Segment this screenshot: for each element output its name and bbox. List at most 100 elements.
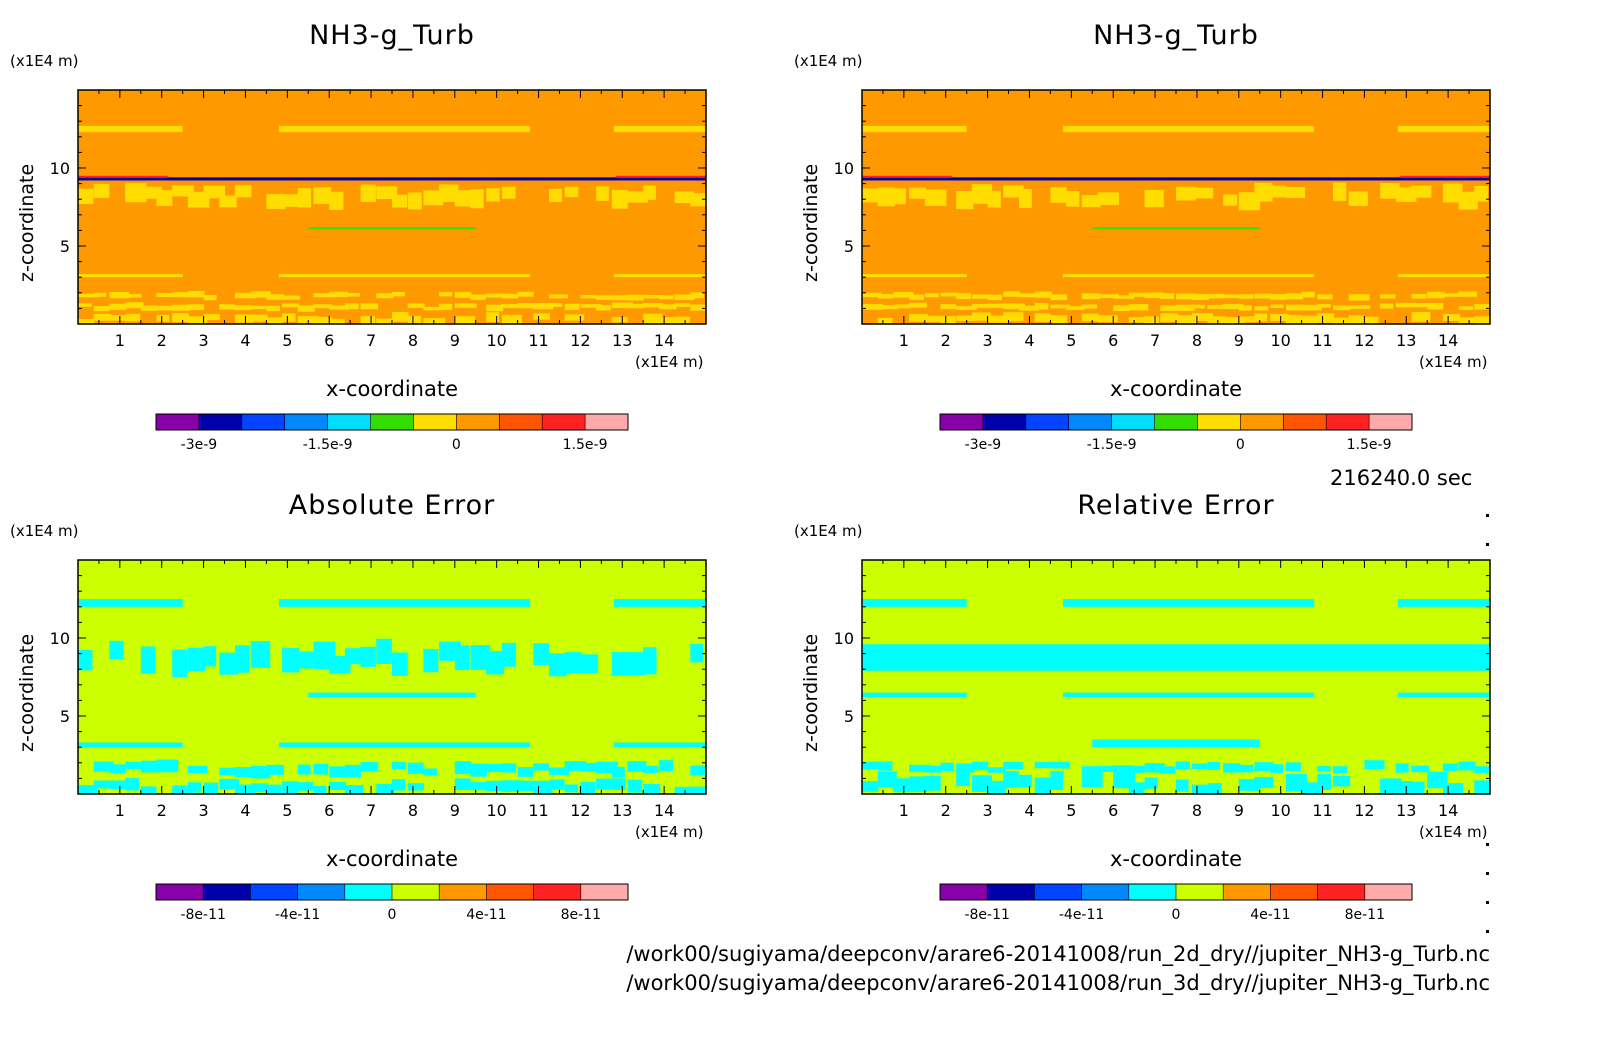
contour-band (1238, 294, 1254, 299)
contour-band (109, 303, 127, 310)
y-tick-label: 10 (834, 629, 854, 648)
contour-band (454, 292, 472, 298)
contour-band (1364, 760, 1385, 770)
contour-band (1270, 185, 1287, 198)
colorbar-swatch (987, 884, 1035, 900)
contour-band (1254, 293, 1273, 299)
colorbar-swatch (940, 884, 988, 900)
contour-band (1474, 780, 1490, 794)
x-tick-label: 14 (654, 331, 674, 350)
contour-band (109, 291, 130, 299)
contour-band (454, 778, 471, 790)
x-tick-label: 9 (1234, 331, 1244, 350)
x-tick-label: 8 (1192, 331, 1202, 350)
contour-band (1097, 315, 1118, 323)
colorbar-swatch (156, 884, 204, 900)
contour-band (1317, 773, 1332, 790)
contour-band (893, 778, 910, 793)
y-tick-label: 5 (844, 237, 854, 256)
contour-band (297, 782, 314, 791)
colorbar-tick-label: 4e-11 (466, 907, 506, 923)
contour-band (1113, 765, 1134, 774)
contour-band (1411, 311, 1431, 322)
contour-band (313, 304, 332, 309)
contour-band (172, 292, 191, 298)
contour-band (1019, 305, 1039, 311)
contour-band (278, 742, 531, 748)
contour-band (1176, 304, 1195, 311)
contour-band (611, 652, 630, 676)
contour-band (613, 125, 706, 133)
contour-band (1238, 305, 1252, 311)
contour-band (78, 293, 99, 298)
contour-band (611, 189, 628, 209)
contour-band (1317, 294, 1333, 300)
contour-band (1270, 764, 1284, 773)
contour-band (1191, 763, 1208, 770)
contour-band (423, 648, 439, 673)
contour-band (1128, 317, 1147, 323)
contour-band (109, 640, 124, 660)
contour-band (360, 762, 379, 772)
x-axis-label: x-coordinate (1109, 847, 1242, 871)
colorbar-swatch (1317, 884, 1366, 900)
contour-band (1050, 294, 1068, 301)
contour-band (501, 314, 522, 324)
contour-band (407, 315, 421, 324)
colorbar-swatch (1068, 414, 1113, 430)
contour-band (187, 647, 206, 672)
contour-band (329, 191, 344, 210)
x-tick-label: 13 (1396, 801, 1416, 820)
contour-band (486, 780, 508, 792)
x-tick-label: 12 (570, 801, 590, 820)
contour-band (235, 314, 254, 323)
contour-band (1050, 304, 1070, 309)
contour-band (78, 274, 183, 278)
contour-band (564, 303, 580, 311)
field-background (862, 560, 1490, 794)
contour-band (501, 642, 517, 667)
chart-title: Relative Error (1077, 490, 1275, 521)
x-tick-label: 14 (654, 801, 674, 820)
contour-band (549, 294, 568, 299)
contour-band (392, 652, 408, 676)
contour-band (940, 292, 958, 297)
contour-band (219, 652, 238, 675)
x-tick-label: 6 (324, 801, 334, 820)
contour-band (93, 183, 110, 198)
contour-band (658, 304, 677, 310)
contour-band (1380, 303, 1394, 309)
contour-band (643, 765, 659, 774)
x-tick-label: 11 (1312, 801, 1332, 820)
contour-band (1207, 293, 1225, 299)
contour-band (1176, 761, 1190, 770)
contour-band (1207, 783, 1222, 794)
x-tick-label: 5 (282, 801, 292, 820)
contour-band (308, 692, 476, 698)
contour-band (344, 292, 361, 297)
contour-band (1003, 771, 1019, 788)
contour-band (1160, 293, 1175, 299)
contour-band (266, 305, 280, 312)
x-tick-label: 5 (1066, 331, 1076, 350)
contour-band (1397, 599, 1490, 607)
contour-band (501, 293, 519, 299)
contour-band (219, 767, 241, 776)
contour-band (407, 762, 424, 774)
contour-band (909, 313, 928, 322)
x-tick-label: 4 (1024, 801, 1034, 820)
contour-band (392, 779, 406, 791)
contour-band (1285, 314, 1302, 324)
contour-band (1395, 302, 1414, 308)
contour-band (266, 784, 282, 794)
contour-band (1442, 183, 1463, 203)
contour-band (1223, 303, 1244, 310)
contour-band (1003, 185, 1024, 198)
contour-band (93, 780, 116, 789)
contour-band (971, 312, 991, 321)
contour-band (1003, 761, 1023, 770)
contour-band (627, 779, 643, 793)
contour-band (172, 185, 194, 197)
